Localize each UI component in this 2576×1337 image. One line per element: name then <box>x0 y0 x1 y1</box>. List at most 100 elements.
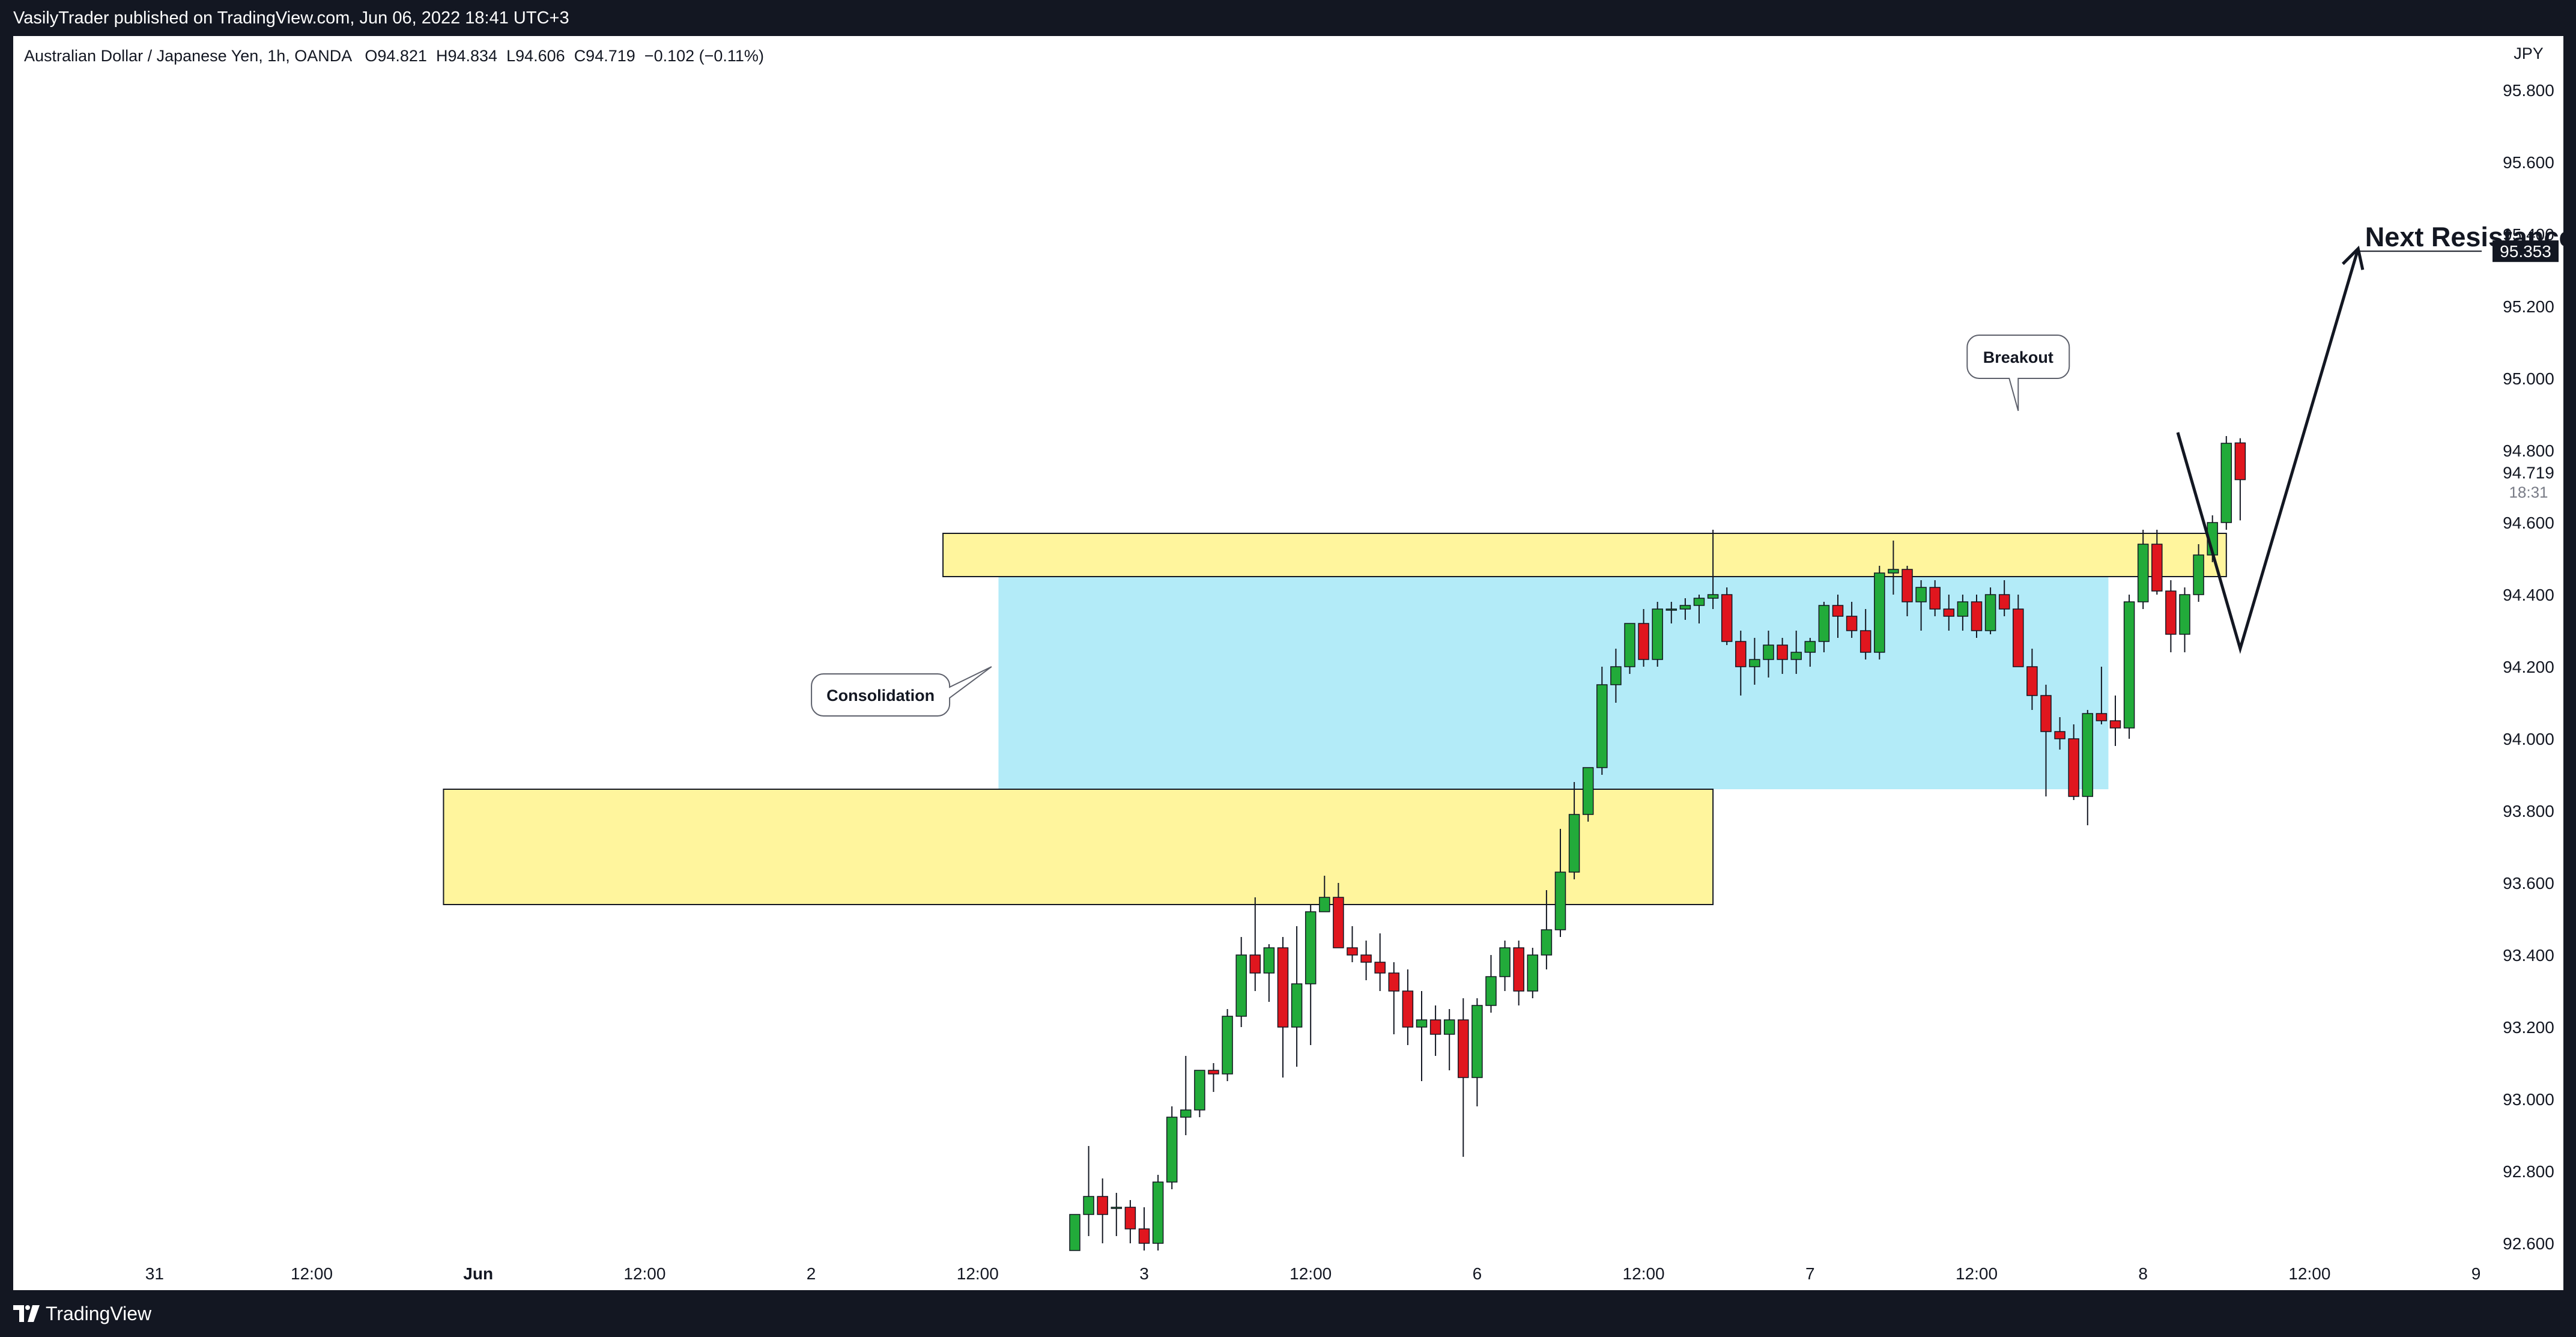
candle <box>2123 595 2135 739</box>
candles <box>1069 436 2246 1251</box>
arrow-head <box>2341 245 2365 270</box>
candle-body <box>1804 641 1816 653</box>
candle <box>1069 1214 1080 1251</box>
candle-body <box>1443 1019 1455 1035</box>
candle-body <box>1180 1109 1192 1118</box>
candle-body <box>2082 713 2094 797</box>
price-tick-label: 95.600 <box>2503 153 2554 172</box>
chart-area[interactable]: Consolidation Breakout Next Resistance JPY 9… <box>13 36 2563 1290</box>
price-tick-label: 93.200 <box>2503 1018 2554 1037</box>
candle <box>1360 941 1372 980</box>
price-line-badge <box>2493 240 2559 262</box>
candle <box>2109 696 2121 746</box>
price-tick-label: 94.000 <box>2503 730 2554 748</box>
price-axis: JPY 92.600 92.800 93.000 93.200 93.400 93.600 9… <box>2493 44 2559 1253</box>
legend-high: H94.834 <box>435 47 498 65</box>
candle-body <box>1374 962 1386 974</box>
candle-body <box>1818 605 1830 642</box>
candle <box>1735 631 1747 696</box>
candle-body <box>1458 1019 1469 1078</box>
legend-close: C94.719 <box>574 47 635 65</box>
candle-body <box>2137 544 2149 602</box>
price-tick-label: 93.600 <box>2503 874 2554 893</box>
candle-body <box>1832 605 1844 617</box>
candle <box>1277 937 1289 1078</box>
breakout-callout: Breakout <box>1966 335 2070 411</box>
candle-body <box>1582 767 1594 815</box>
candle <box>1333 883 1344 948</box>
candle-body <box>1277 947 1289 1028</box>
candle <box>1138 1207 1150 1251</box>
candle-body <box>1388 972 1400 992</box>
candle-body <box>1527 954 1539 992</box>
candle <box>1319 876 1330 912</box>
candle-body <box>1291 983 1303 1028</box>
candle <box>1790 631 1802 674</box>
price-tick-label: 94.400 <box>2503 586 2554 604</box>
candle <box>1902 566 1913 616</box>
time-tick-label: Jun <box>463 1264 493 1283</box>
legend-open: O94.821 <box>365 47 427 65</box>
candle <box>1707 530 1719 609</box>
candle <box>2082 710 2094 825</box>
tradingview-logo[interactable]: TradingView <box>13 1301 151 1326</box>
candle-body <box>2151 544 2163 592</box>
time-tick-label: 2 <box>807 1264 816 1283</box>
candle-body <box>1846 616 1858 631</box>
candle-body <box>1888 569 1899 574</box>
breakout-callout-bubble <box>1966 335 2070 411</box>
candle <box>1582 767 1594 822</box>
candle <box>1347 926 1358 962</box>
candle <box>1194 1070 1205 1117</box>
candle <box>2068 724 2079 800</box>
candle <box>1915 580 1927 631</box>
price-tick-label: 94.600 <box>2503 514 2554 532</box>
candle-body <box>1665 608 1677 611</box>
candle-body <box>1429 1019 1441 1035</box>
candle-body <box>2054 731 2065 739</box>
candle <box>1818 602 1830 652</box>
candle <box>1638 609 1649 667</box>
consolidation-label: Consolidation <box>826 687 935 705</box>
candle <box>1804 638 1816 667</box>
time-tick-label: 12:00 <box>291 1264 333 1283</box>
brand-name: TradingView <box>46 1302 152 1324</box>
candle-body <box>1222 1016 1233 1075</box>
candle <box>1596 667 1608 775</box>
time-tick-label: 8 <box>2138 1264 2148 1283</box>
candle <box>1777 638 1788 674</box>
candle-body <box>1124 1207 1136 1229</box>
tradingview-logo-icon <box>13 1305 40 1322</box>
candle <box>1235 937 1247 1027</box>
candle-body <box>1485 976 1497 1006</box>
legend-low: L94.606 <box>506 47 565 65</box>
candle <box>1998 580 2010 616</box>
candle <box>1499 941 1511 991</box>
candle <box>1554 829 1566 937</box>
time-tick-label: 12:00 <box>623 1264 665 1283</box>
candle <box>1471 998 1483 1106</box>
time-tick-label: 12:00 <box>957 1264 999 1283</box>
candle-body <box>1777 644 1788 660</box>
candle <box>1652 602 1663 667</box>
candle <box>1124 1200 1136 1243</box>
candle-body <box>1471 1005 1483 1078</box>
candle-body <box>1763 644 1774 660</box>
candle <box>1222 1009 1233 1081</box>
candle <box>1485 955 1497 1013</box>
consolidation-callout-bubble <box>811 666 992 717</box>
candle <box>1665 602 1677 623</box>
candle <box>1679 598 1691 620</box>
candle-body <box>1249 954 1261 974</box>
projection-path <box>2176 248 2360 654</box>
candle <box>1957 595 1969 631</box>
candle <box>2137 530 2149 609</box>
candle <box>2234 438 2246 521</box>
candle-body <box>1499 947 1511 977</box>
candle-body <box>1568 814 1580 873</box>
footer-bar: TradingView <box>0 1290 2576 1337</box>
candle-body <box>1097 1196 1108 1215</box>
candle-body <box>2013 608 2024 667</box>
